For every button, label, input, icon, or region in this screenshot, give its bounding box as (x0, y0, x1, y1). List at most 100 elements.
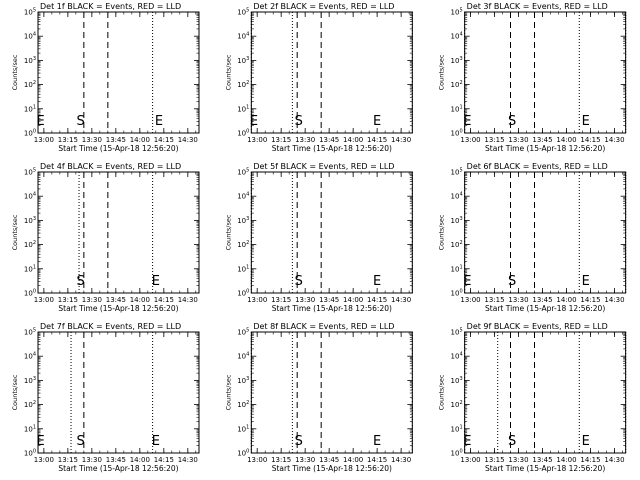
detector-panel: Det 9f BLACK = Events, RED = LLD 100 101 10… (438, 322, 627, 473)
x-tick-label: 13:30 (82, 296, 102, 304)
y-tick-label: 104 (451, 352, 463, 361)
x-tick-label: 14:30 (178, 136, 198, 144)
y-axis-label: Counts/sec (11, 214, 19, 250)
panel-title: Det 1f BLACK = Events, RED = LLD (40, 2, 181, 11)
start-marker: S (77, 114, 85, 129)
detector-panel: Det 8f BLACK = Events, RED = LLD 100 101 10… (224, 322, 413, 473)
end-marker: E (463, 114, 471, 129)
y-tick-label: 105 (237, 328, 249, 337)
end-marker: E (152, 434, 160, 449)
plot-frame (37, 171, 200, 294)
x-tick-label: 13:30 (295, 456, 315, 464)
y-tick-label: 101 (237, 264, 249, 273)
x-tick-label: 14:30 (391, 136, 411, 144)
x-tick-label: 14:15 (367, 296, 387, 304)
y-tick-label: 102 (24, 400, 36, 409)
end-marker: E (37, 114, 45, 129)
y-tick-label: 102 (451, 240, 463, 249)
detector-panel: Det 6f BLACK = Events, RED = LLD 100 101 10… (438, 162, 627, 313)
x-tick-label: 14:30 (178, 296, 198, 304)
y-tick-label: 102 (237, 80, 249, 89)
x-tick-label: 13:45 (319, 136, 339, 144)
x-tick-label: 13:15 (271, 296, 291, 304)
x-axis-label: Start Time (15-Apr-18 12:56:20) (485, 304, 605, 313)
panel-title: Det 7f BLACK = Events, RED = LLD (40, 322, 181, 331)
y-tick-label: 104 (237, 352, 249, 361)
x-tick-label: 14:00 (556, 136, 576, 144)
y-tick-label: 101 (24, 104, 36, 113)
x-tick-label: 13:00 (34, 456, 54, 464)
x-tick-label: 14:00 (343, 136, 363, 144)
y-tick-label: 100 (237, 449, 249, 458)
plot-frame (464, 171, 627, 294)
y-tick-label: 102 (24, 240, 36, 249)
y-tick-label: 105 (237, 168, 249, 177)
y-tick-label: 103 (451, 56, 463, 65)
y-tick-label: 105 (451, 168, 463, 177)
y-tick-label: 100 (24, 289, 36, 298)
plot-frame (464, 11, 627, 134)
x-tick-label: 14:30 (391, 296, 411, 304)
x-tick-label: 13:30 (508, 136, 528, 144)
x-tick-label: 13:00 (34, 296, 54, 304)
x-tick-label: 14:15 (580, 136, 600, 144)
y-axis-label: Counts/sec (438, 374, 446, 410)
y-tick-label: 104 (24, 192, 36, 201)
panel-title: Det 4f BLACK = Events, RED = LLD (40, 162, 181, 171)
y-tick-label: 103 (237, 216, 249, 225)
x-tick-label: 14:15 (580, 456, 600, 464)
x-axis-label: Start Time (15-Apr-18 12:56:20) (58, 144, 178, 153)
plot-frame (250, 11, 413, 134)
x-axis-label: Start Time (15-Apr-18 12:56:20) (485, 464, 605, 473)
y-tick-label: 104 (237, 192, 249, 201)
y-tick-label: 101 (451, 264, 463, 273)
x-tick-label: 13:30 (295, 136, 315, 144)
panel-title: Det 2f BLACK = Events, RED = LLD (253, 2, 394, 11)
detector-panel: Det 7f BLACK = Events, RED = LLD 100 101 10… (11, 322, 200, 473)
x-axis-label: Start Time (15-Apr-18 12:56:20) (272, 304, 392, 313)
x-tick-label: 14:00 (343, 296, 363, 304)
y-tick-label: 102 (237, 240, 249, 249)
x-tick-label: 13:00 (247, 136, 267, 144)
x-tick-label: 13:00 (247, 296, 267, 304)
x-tick-label: 13:45 (106, 136, 126, 144)
end-marker: E (582, 434, 590, 449)
y-tick-label: 102 (24, 80, 36, 89)
y-tick-label: 100 (24, 449, 36, 458)
plot-frame (37, 331, 200, 454)
y-tick-label: 101 (24, 264, 36, 273)
detector-panel: Det 3f BLACK = Events, RED = LLD 100 101 10… (438, 2, 627, 153)
x-axis-label: Start Time (15-Apr-18 12:56:20) (58, 304, 178, 313)
x-axis-label: Start Time (15-Apr-18 12:56:20) (485, 144, 605, 153)
start-marker: S (295, 434, 303, 449)
x-tick-label: 13:15 (484, 136, 504, 144)
plot-frame (464, 331, 627, 454)
start-marker: S (77, 434, 85, 449)
y-axis-label: Counts/sec (224, 214, 232, 250)
y-tick-label: 103 (237, 56, 249, 65)
x-tick-label: 13:15 (271, 456, 291, 464)
start-marker: S (295, 274, 303, 289)
x-tick-label: 13:15 (58, 296, 78, 304)
x-axis-label: Start Time (15-Apr-18 12:56:20) (272, 144, 392, 153)
end-marker: E (373, 114, 381, 129)
y-tick-label: 103 (24, 56, 36, 65)
end-marker: E (463, 274, 471, 289)
y-tick-label: 105 (24, 8, 36, 17)
detector-panel: Det 2f BLACK = Events, RED = LLD 100 101 10… (224, 2, 413, 153)
y-tick-label: 103 (24, 376, 36, 385)
start-marker: S (295, 114, 303, 129)
x-tick-label: 14:15 (154, 296, 174, 304)
y-tick-label: 100 (451, 449, 463, 458)
end-marker: E (373, 274, 381, 289)
end-marker: E (155, 114, 163, 129)
start-marker: S (508, 434, 516, 449)
y-tick-label: 104 (237, 32, 249, 41)
y-tick-label: 104 (24, 352, 36, 361)
x-tick-label: 14:00 (556, 456, 576, 464)
y-tick-label: 100 (237, 129, 249, 138)
y-tick-label: 104 (451, 32, 463, 41)
x-tick-label: 13:45 (106, 296, 126, 304)
plot-frame (37, 11, 200, 134)
y-tick-label: 103 (24, 216, 36, 225)
